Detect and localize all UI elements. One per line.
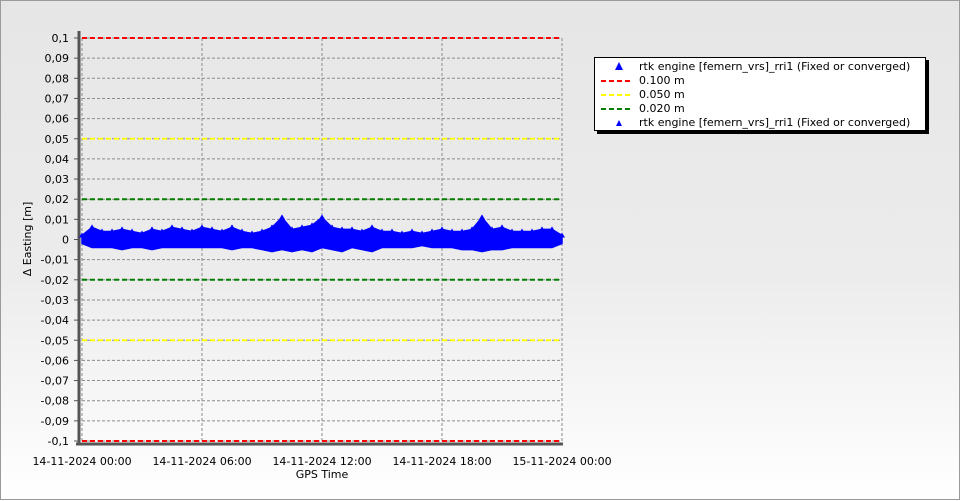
data-point-marker [479, 214, 485, 220]
data-point-marker [439, 226, 445, 232]
y-tick-label: 0,01 [45, 213, 70, 226]
data-point-marker [249, 230, 255, 236]
data-point-marker [129, 228, 135, 234]
y-tick-label: -0,05 [41, 334, 69, 347]
data-point-marker [329, 224, 335, 230]
data-point-marker [339, 226, 345, 232]
data-point-marker [319, 214, 325, 220]
y-tick-label: 0,06 [45, 113, 70, 126]
x-tick-label: 14-11-2024 12:00 [272, 455, 371, 468]
dash-line-icon [599, 102, 631, 116]
data-point-marker [539, 226, 545, 232]
data-point-marker [289, 226, 295, 232]
data-point-marker [309, 222, 315, 228]
y-tick-label: 0,1 [52, 32, 70, 45]
data-point-marker [239, 228, 245, 234]
data-point-marker [79, 232, 85, 238]
data-point-marker [509, 228, 515, 234]
y-tick-label: -0,07 [41, 375, 69, 388]
data-point-marker [99, 228, 105, 234]
y-tick-label: 0,09 [45, 52, 70, 65]
data-point-marker [89, 224, 95, 230]
data-point-marker [489, 226, 495, 232]
data-point-marker [209, 226, 215, 232]
data-point-marker [179, 226, 185, 232]
y-tick-label: 0,05 [45, 133, 70, 146]
data-point-marker [379, 228, 385, 234]
x-axis-label: GPS Time [296, 468, 349, 481]
y-tick-label: 0,04 [45, 153, 70, 166]
legend-label: 0.020 m [639, 102, 685, 115]
y-tick-label: -0,1 [48, 435, 69, 448]
y-tick-label: 0 [62, 234, 69, 247]
data-point-marker [409, 228, 415, 234]
data-point-marker [429, 228, 435, 234]
data-point-marker [199, 224, 205, 230]
data-point-marker [189, 228, 195, 234]
data-point-marker [499, 224, 505, 230]
y-tick-label: 0,07 [45, 92, 70, 105]
legend-label: rtk engine [femern_vrs]_rri1 (Fixed or c… [639, 116, 911, 129]
data-point-marker [349, 226, 355, 232]
x-tick-label: 14-11-2024 06:00 [152, 455, 251, 468]
data-point-marker [259, 228, 265, 234]
legend-label: 0.100 m [639, 74, 685, 87]
y-tick-label: 0,08 [45, 72, 70, 85]
data-point-marker [399, 230, 405, 236]
data-point-marker [219, 228, 225, 234]
data-point-marker [369, 224, 375, 230]
data-point-marker [229, 224, 235, 230]
data-point-marker [559, 232, 565, 238]
x-tick-label: 15-11-2024 00:00 [512, 455, 611, 468]
data-point-marker [279, 214, 285, 220]
x-tick-label: 14-11-2024 18:00 [392, 455, 491, 468]
y-tick-label: 0,02 [45, 193, 70, 206]
legend-label: 0.050 m [639, 88, 685, 101]
dash-line-icon [599, 74, 631, 88]
data-point-marker [149, 226, 155, 232]
legend-label: rtk engine [femern_vrs]_rri1 (Fixed or c… [639, 60, 911, 73]
data-point-marker [159, 228, 165, 234]
y-tick-label: -0,03 [41, 294, 69, 307]
data-point-marker [529, 228, 535, 234]
data-point-marker [119, 226, 125, 232]
data-point-marker [549, 226, 555, 232]
data-point-marker [109, 228, 115, 234]
data-point-marker [359, 228, 365, 234]
triangle-marker-icon [599, 116, 631, 130]
y-tick-label: -0,04 [41, 314, 69, 327]
data-point-marker [459, 228, 465, 234]
data-point-marker [169, 224, 175, 230]
data-point-marker [139, 230, 145, 236]
y-tick-label: -0,09 [41, 415, 69, 428]
data-point-marker [469, 226, 475, 232]
data-point-marker [389, 228, 395, 234]
data-point-marker [449, 228, 455, 234]
dash-line-icon [599, 88, 631, 102]
data-point-marker [519, 228, 525, 234]
data-point-marker [269, 224, 275, 230]
data-series-envelope [81, 216, 563, 253]
x-tick-label: 14-11-2024 00:00 [32, 455, 131, 468]
data-point-marker [419, 230, 425, 236]
y-tick-label: -0,01 [41, 254, 69, 267]
y-axis-label: Δ Easting [m] [21, 202, 34, 277]
data-point-marker [299, 224, 305, 230]
y-tick-label: -0,08 [41, 395, 69, 408]
y-tick-label: 0,03 [45, 173, 70, 186]
legend: rtk engine [femern_vrs]_rri1 (Fixed or c… [594, 57, 926, 131]
y-tick-label: -0,02 [41, 274, 69, 287]
triangle-marker-icon [599, 60, 631, 74]
y-tick-label: -0,06 [41, 354, 69, 367]
